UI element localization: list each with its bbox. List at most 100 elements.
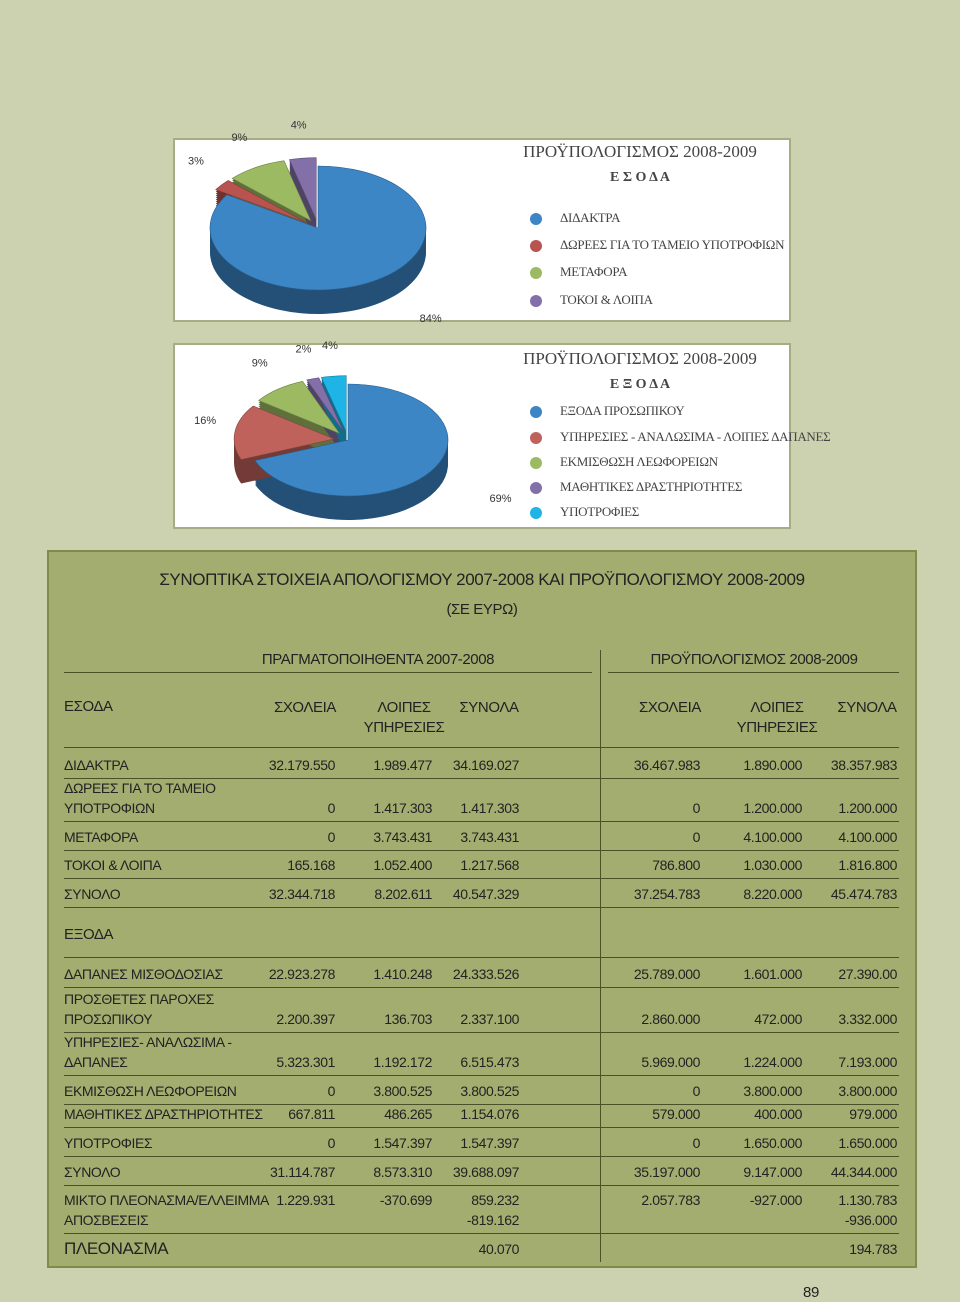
cell: 1.890.000 — [743, 757, 802, 773]
column-header: ΣΧΟΛΕΙΑ — [273, 699, 337, 716]
group-header: ΠΡΑΓΜΑΤΟΠΟΙΗΘΕΝΤΑ 2007-2008 — [261, 651, 495, 668]
row-label: ΥΠΟΤΡΟΦΙΕΣ — [64, 1135, 153, 1151]
rule — [64, 850, 899, 851]
table-subtitle: (ΣΕ ΕΥΡΩ) — [446, 601, 518, 618]
cell: 0 — [692, 829, 701, 845]
cell: 4.100.000 — [838, 829, 897, 845]
row-label: ΠΛΕΟΝΑΣΜΑ — [64, 1239, 169, 1258]
cell: 36.467.983 — [633, 757, 700, 773]
rule — [64, 1104, 899, 1105]
cell: 0 — [327, 800, 336, 816]
row-label: ΥΠΗΡΕΣΙΕΣ- ΑΝΑΛΩΣΙΜΑ - ΔΑΠΑΝΕΣ — [64, 1034, 232, 1070]
slice-label: 69% — [490, 493, 512, 505]
cell: 8.220.000 — [743, 886, 802, 902]
cell: 1.200.000 — [838, 800, 897, 816]
cell: 1.547.397 — [460, 1135, 519, 1151]
page-number: 89 — [803, 1284, 819, 1301]
cell: 1.130.783 — [838, 1192, 897, 1208]
legend-swatch — [530, 406, 542, 418]
column-header: ΕΣΟΔΑ — [64, 698, 113, 715]
column-header: ΛΟΙΠΕΣ ΥΠΗΡΕΣΙΕΣ — [363, 699, 445, 736]
rule — [64, 1233, 899, 1234]
row-label: ΑΠΟΣΒΕΣΕΙΣ — [64, 1212, 149, 1228]
cell: 3.800.525 — [373, 1083, 432, 1099]
rule — [64, 672, 592, 673]
cell: 31.114.787 — [269, 1164, 335, 1180]
slice-label: 84% — [420, 313, 442, 325]
cell: 1.224.000 — [743, 1054, 802, 1070]
cell: 8.573.310 — [373, 1164, 432, 1180]
cell: 2.860.000 — [641, 1011, 700, 1027]
row-label: ΠΡΟΣΘΕΤΕΣ ΠΑΡΟΧΕΣ ΠΡΟΣΩΠΙΚΟΥ — [64, 991, 214, 1027]
pie-slice — [209, 165, 427, 291]
row-label: ΔΙΔΑΚΤΡΑ — [64, 757, 129, 773]
cell: 1.229.931 — [276, 1192, 335, 1208]
cell: 3.743.431 — [373, 829, 432, 845]
cell: 3.800.000 — [838, 1083, 897, 1099]
legend-label: ΕΚΜΙΣΘΩΣΗ ΛΕΩΦΟΡΕΙΩΝ — [560, 454, 719, 469]
table-title: ΣΥΝΟΠΤΙΚΑ ΣΤΟΙΧΕΙΑ ΑΠΟΛΟΓΙΣΜΟΥ 2007-2008… — [159, 570, 805, 589]
cell: 194.783 — [849, 1241, 897, 1257]
legend-swatch — [530, 432, 542, 444]
rule — [64, 878, 899, 879]
row-label: ΤΟΚΟΙ & ΛΟΙΠΑ — [64, 857, 162, 873]
cell: -936.000 — [844, 1212, 897, 1228]
legend-swatch — [530, 457, 542, 469]
rule — [64, 1127, 899, 1128]
cell: 472.000 — [754, 1011, 802, 1027]
rule — [64, 821, 899, 822]
row-label: ΣΥΝΟΛΟ — [64, 1164, 121, 1180]
row-label: ΕΚΜΙΣΘΩΣΗ ΛΕΩΦΟΡΕΙΩΝ — [64, 1083, 237, 1099]
slice-label: 16% — [194, 415, 216, 427]
cell: 9.147.000 — [743, 1164, 802, 1180]
cell: 1.030.000 — [743, 857, 802, 873]
rule — [64, 1156, 899, 1157]
cell: 45.474.783 — [830, 886, 897, 902]
cell: 22.923.278 — [268, 966, 335, 982]
cell: 0 — [692, 800, 701, 816]
cell: 1.052.400 — [373, 857, 432, 873]
cell: 1.989.477 — [373, 757, 432, 773]
cell: 1.650.000 — [743, 1135, 802, 1151]
cell: 165.168 — [287, 857, 335, 873]
row-label: ΔΩΡΕΕΣ ΓΙΑ ΤΟ ΤΑΜΕΙΟ ΥΠΟΤΡΟΦΙΩΝ — [64, 780, 216, 816]
column-header: ΣΧΟΛΕΙΑ — [638, 699, 702, 716]
rule — [64, 907, 899, 908]
cell: 1.601.000 — [743, 966, 802, 982]
pie-slice — [215, 180, 308, 224]
cell: 3.800.525 — [460, 1083, 519, 1099]
cell: 979.000 — [849, 1106, 897, 1122]
rule — [64, 778, 899, 779]
cell: 27.390.00 — [838, 966, 897, 982]
pie-slice — [233, 405, 336, 460]
rule — [64, 1032, 899, 1033]
cell: 3.332.000 — [838, 1011, 897, 1027]
column-header: ΣΥΝΟΛΑ — [837, 699, 897, 716]
rule — [608, 672, 899, 673]
cell: 1.650.000 — [838, 1135, 897, 1151]
cell: 400.000 — [754, 1106, 802, 1122]
chart-title: ΠΡΟΫΠΟΛΟΓΙΣΜΟΣ 2008-2009 — [523, 142, 757, 161]
legend-swatch — [530, 240, 542, 252]
cell: 7.193.000 — [838, 1054, 897, 1070]
cell: -927.000 — [749, 1192, 802, 1208]
cell: 0 — [692, 1135, 701, 1151]
legend-label: ΥΠΟΤΡΟΦΙΕΣ — [560, 504, 639, 519]
cell: 3.800.000 — [743, 1083, 802, 1099]
cell: 24.333.526 — [452, 966, 519, 982]
cell: 1.154.076 — [460, 1106, 519, 1122]
cell: 859.232 — [471, 1192, 519, 1208]
rule — [64, 987, 899, 988]
cell: 32.344.718 — [268, 886, 335, 902]
legend-label: ΜΑΘΗΤΙΚΕΣ ΔΡΑΣΤΗΡΙΟΤΗΤΕΣ — [560, 479, 742, 494]
chart-title: ΠΡΟΫΠΟΛΟΓΙΣΜΟΣ 2008-2009 — [523, 349, 757, 368]
row-label: ΜΑΘΗΤΙΚΕΣ ΔΡΑΣΤΗΡΙΟΤΗΤΕΣ — [64, 1106, 263, 1122]
cell: 1.417.303 — [373, 800, 432, 816]
legend-label: ΔΩΡΕΕΣ ΓΙΑ ΤΟ ΤΑΜΕΙΟ ΥΠΟΤΡΟΦΙΩΝ — [560, 237, 785, 252]
cell: 40.547.329 — [452, 886, 519, 902]
cell: 38.357.983 — [830, 757, 897, 773]
cell: 0 — [327, 1083, 336, 1099]
cell: 1.217.568 — [460, 857, 519, 873]
rule — [64, 747, 899, 748]
